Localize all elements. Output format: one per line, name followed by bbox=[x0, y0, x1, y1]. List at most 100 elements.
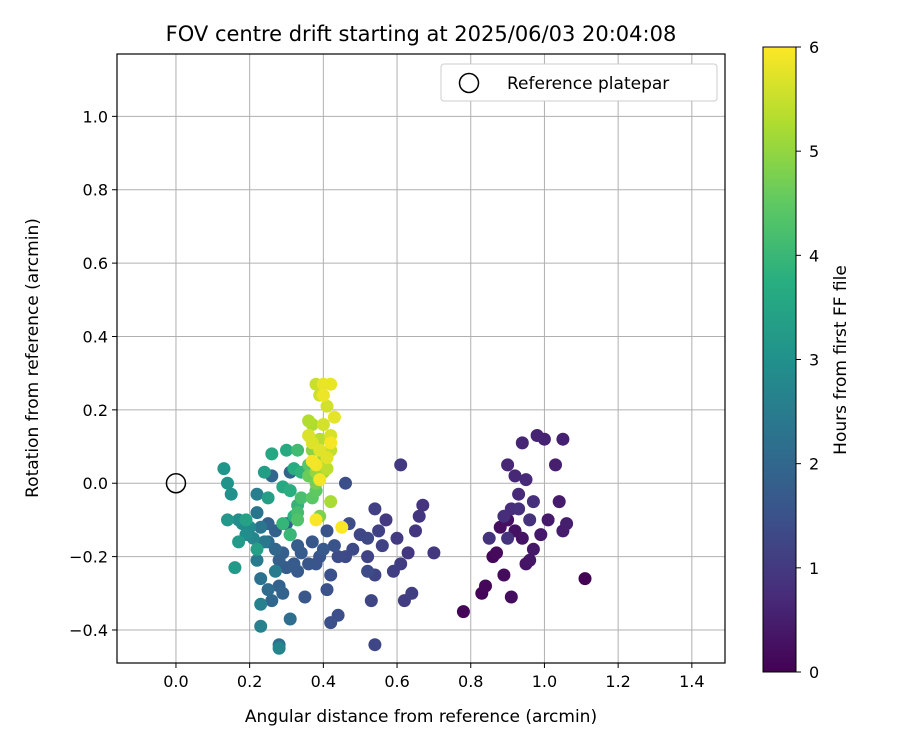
y-tick-label: 0.6 bbox=[83, 254, 108, 273]
grid-lines bbox=[117, 54, 725, 663]
y-tick-label: 0.4 bbox=[83, 327, 108, 346]
data-point bbox=[250, 506, 264, 520]
data-point bbox=[361, 564, 375, 578]
data-point bbox=[280, 443, 293, 457]
data-point bbox=[552, 495, 566, 509]
data-point bbox=[324, 495, 338, 509]
data-point bbox=[515, 436, 529, 450]
data-point bbox=[221, 476, 234, 490]
legend-label: Reference platepar bbox=[507, 74, 669, 94]
data-point bbox=[324, 436, 338, 450]
data-point bbox=[283, 612, 297, 626]
data-point bbox=[265, 594, 279, 608]
x-tick-label: 0.0 bbox=[163, 672, 188, 691]
data-point bbox=[335, 520, 349, 534]
data-point bbox=[294, 491, 308, 505]
data-point bbox=[379, 513, 393, 527]
data-point bbox=[501, 458, 515, 472]
data-point bbox=[523, 513, 537, 527]
data-point bbox=[324, 568, 338, 582]
data-point bbox=[327, 410, 341, 424]
data-point bbox=[268, 564, 282, 578]
chart-title: FOV centre drift starting at 2025/06/03 … bbox=[166, 22, 677, 46]
data-point bbox=[276, 586, 290, 600]
colorbar-tick-label: 6 bbox=[809, 38, 819, 57]
data-point bbox=[386, 564, 400, 578]
data-point bbox=[298, 590, 312, 604]
data-point bbox=[316, 388, 330, 402]
x-axis-label: Angular distance from reference (arcmin) bbox=[245, 707, 597, 727]
data-point bbox=[265, 447, 279, 461]
data-point bbox=[361, 550, 375, 564]
data-point bbox=[254, 619, 268, 633]
y-tick-label: −0.4 bbox=[69, 621, 108, 640]
reference-marker bbox=[165, 472, 187, 494]
data-point bbox=[320, 451, 334, 465]
colorbar-gradient bbox=[762, 46, 797, 673]
x-tick-label: 1.0 bbox=[532, 672, 557, 691]
x-tick-label: 1.4 bbox=[679, 672, 704, 691]
data-point bbox=[257, 465, 271, 479]
data-point bbox=[372, 524, 386, 538]
data-point bbox=[302, 557, 316, 571]
data-point bbox=[283, 528, 297, 542]
data-point bbox=[217, 462, 231, 476]
data-point bbox=[526, 495, 540, 509]
data-point bbox=[368, 638, 382, 652]
data-point bbox=[316, 542, 330, 556]
data-point bbox=[254, 520, 268, 534]
data-point bbox=[416, 498, 430, 512]
data-point bbox=[375, 539, 389, 553]
data-point bbox=[313, 473, 327, 487]
data-point bbox=[239, 513, 253, 527]
data-point bbox=[490, 546, 503, 560]
reference-platepar-marker bbox=[165, 472, 187, 494]
data-point bbox=[497, 509, 511, 523]
colorbar-tick-label: 4 bbox=[809, 246, 819, 265]
data-point bbox=[320, 462, 334, 476]
data-point bbox=[530, 429, 544, 442]
data-point bbox=[508, 469, 522, 483]
data-point bbox=[497, 568, 511, 582]
data-point bbox=[324, 616, 338, 630]
y-axis-label: Rotation from reference (arcmin) bbox=[23, 218, 43, 498]
data-point bbox=[291, 513, 305, 527]
data-point bbox=[320, 399, 334, 413]
data-point bbox=[390, 531, 404, 545]
data-point bbox=[427, 546, 441, 560]
data-point bbox=[515, 531, 529, 545]
legend: Reference platepar bbox=[440, 63, 718, 102]
x-tick-label: 1.2 bbox=[605, 672, 630, 691]
data-point bbox=[224, 487, 238, 501]
data-point bbox=[250, 487, 264, 501]
data-point bbox=[283, 484, 297, 498]
data-point bbox=[578, 572, 592, 586]
x-tick-label: 0.2 bbox=[237, 672, 262, 691]
data-point bbox=[305, 454, 319, 468]
colorbar-tick-label: 2 bbox=[809, 455, 819, 474]
y-tick-label: 0.2 bbox=[83, 401, 108, 420]
data-point bbox=[291, 443, 305, 457]
data-point bbox=[364, 594, 378, 608]
data-point bbox=[327, 539, 341, 553]
data-point bbox=[228, 561, 242, 575]
data-point bbox=[401, 546, 415, 560]
data-point bbox=[316, 377, 330, 391]
x-tick-label: 0.4 bbox=[311, 672, 336, 691]
colorbar-ticks: 0 1 2 3 4 5 6 bbox=[796, 38, 819, 682]
data-point bbox=[339, 476, 352, 490]
data-point bbox=[534, 528, 548, 542]
colorbar-label: Hours from first FF file bbox=[831, 265, 851, 455]
data-point bbox=[320, 583, 334, 597]
data-point bbox=[272, 553, 286, 567]
data-point bbox=[541, 513, 555, 527]
data-point bbox=[316, 418, 330, 431]
data-point bbox=[560, 517, 574, 531]
legend-reference-marker bbox=[458, 72, 480, 94]
data-point bbox=[232, 535, 246, 549]
data-point bbox=[526, 542, 540, 556]
y-tick-label: 0.8 bbox=[83, 181, 108, 200]
data-point bbox=[276, 517, 290, 531]
x-tick-label: 0.6 bbox=[384, 672, 409, 691]
